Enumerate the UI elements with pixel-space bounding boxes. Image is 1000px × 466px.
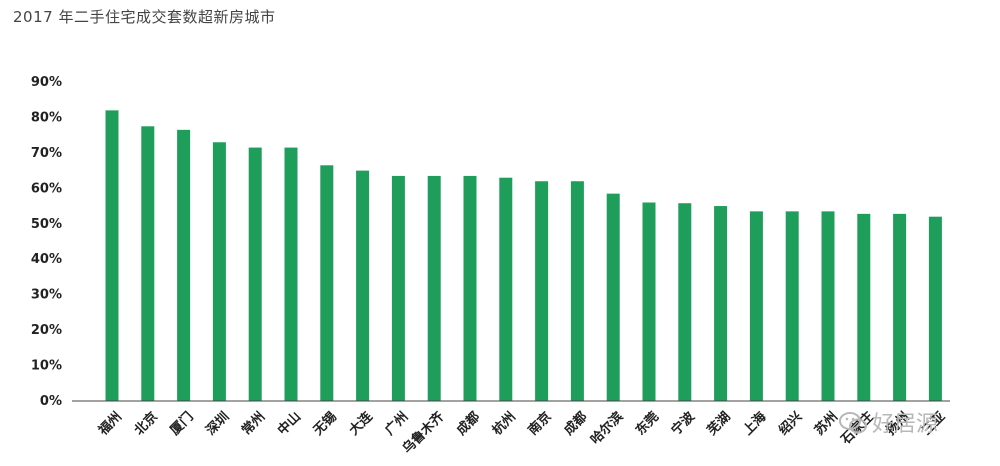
x-tick-label: 南京 xyxy=(525,409,555,439)
x-tick-label: 上海 xyxy=(740,409,770,439)
bar xyxy=(714,206,728,401)
bar xyxy=(284,147,298,401)
y-tick-label: 10% xyxy=(31,359,62,374)
bar xyxy=(642,202,656,401)
x-tick-label: 深圳 xyxy=(203,409,233,439)
x-tick-label: 宁波 xyxy=(668,408,698,438)
x-tick-label: 常州 xyxy=(239,409,269,439)
x-axis: 福州 北京 厦门 深圳 常州 中山 无锡 大连 广州乌鲁木齐 成都 杭州 南京 成都哈尔滨 东莞 宁波 芜湖上… xyxy=(95,408,949,457)
bar xyxy=(499,177,513,401)
x-tick-label: 北京 xyxy=(131,409,161,439)
bar xyxy=(391,175,405,401)
x-tick-label: 无锡 xyxy=(309,409,339,439)
x-tick-label: 绍兴 xyxy=(776,409,806,439)
x-tick-label: 大连 xyxy=(346,408,376,438)
bar xyxy=(749,211,763,401)
x-tick-label: 中山 xyxy=(274,409,304,439)
bars xyxy=(105,110,942,402)
bar xyxy=(821,211,835,401)
x-tick-label: 成都 xyxy=(453,409,483,439)
x-tick-label: 芜湖 xyxy=(704,409,734,439)
bar xyxy=(857,213,871,401)
bar xyxy=(785,211,799,401)
y-axis: 0% 10% 20% 30% 40% 50% 60% 70% 80% 90% xyxy=(31,75,62,409)
bar xyxy=(893,213,907,401)
bar xyxy=(105,110,119,401)
x-tick-label: 苏州 xyxy=(811,409,841,439)
bar xyxy=(570,181,584,401)
y-tick-label: 90% xyxy=(31,75,62,90)
y-tick-label: 50% xyxy=(31,217,62,232)
bar xyxy=(535,181,549,401)
bar xyxy=(678,203,692,401)
y-tick-label: 70% xyxy=(31,146,62,161)
bar xyxy=(320,165,334,401)
x-tick-label: 杭州 xyxy=(489,409,519,439)
y-tick-label: 80% xyxy=(31,110,62,125)
bar xyxy=(928,216,942,401)
x-tick-label: 福州 xyxy=(95,409,125,439)
bar xyxy=(212,142,226,401)
x-tick-label: 厦门 xyxy=(167,409,197,439)
bar xyxy=(463,175,477,401)
watermark: 好居源 xyxy=(838,404,988,444)
watermark-text: 好居源 xyxy=(872,412,939,437)
y-tick-label: 30% xyxy=(31,288,62,303)
y-tick-label: 60% xyxy=(31,181,62,196)
y-tick-label: 0% xyxy=(40,394,62,409)
y-tick-label: 40% xyxy=(31,252,62,267)
x-tick-label: 东莞 xyxy=(632,409,662,439)
chart-title: 2017 年二手住宅成交套数超新房城市 xyxy=(13,8,276,26)
x-tick-label: 哈尔滨 xyxy=(587,409,626,448)
bar xyxy=(427,175,441,401)
bar xyxy=(606,193,620,401)
wechat-icon xyxy=(839,412,867,434)
x-tick-label: 广州 xyxy=(382,409,412,439)
x-tick-label: 成都 xyxy=(561,409,591,439)
bar xyxy=(141,126,155,402)
y-tick-label: 20% xyxy=(31,323,62,338)
bar xyxy=(248,147,262,401)
bar xyxy=(177,129,191,401)
bar xyxy=(356,170,370,401)
